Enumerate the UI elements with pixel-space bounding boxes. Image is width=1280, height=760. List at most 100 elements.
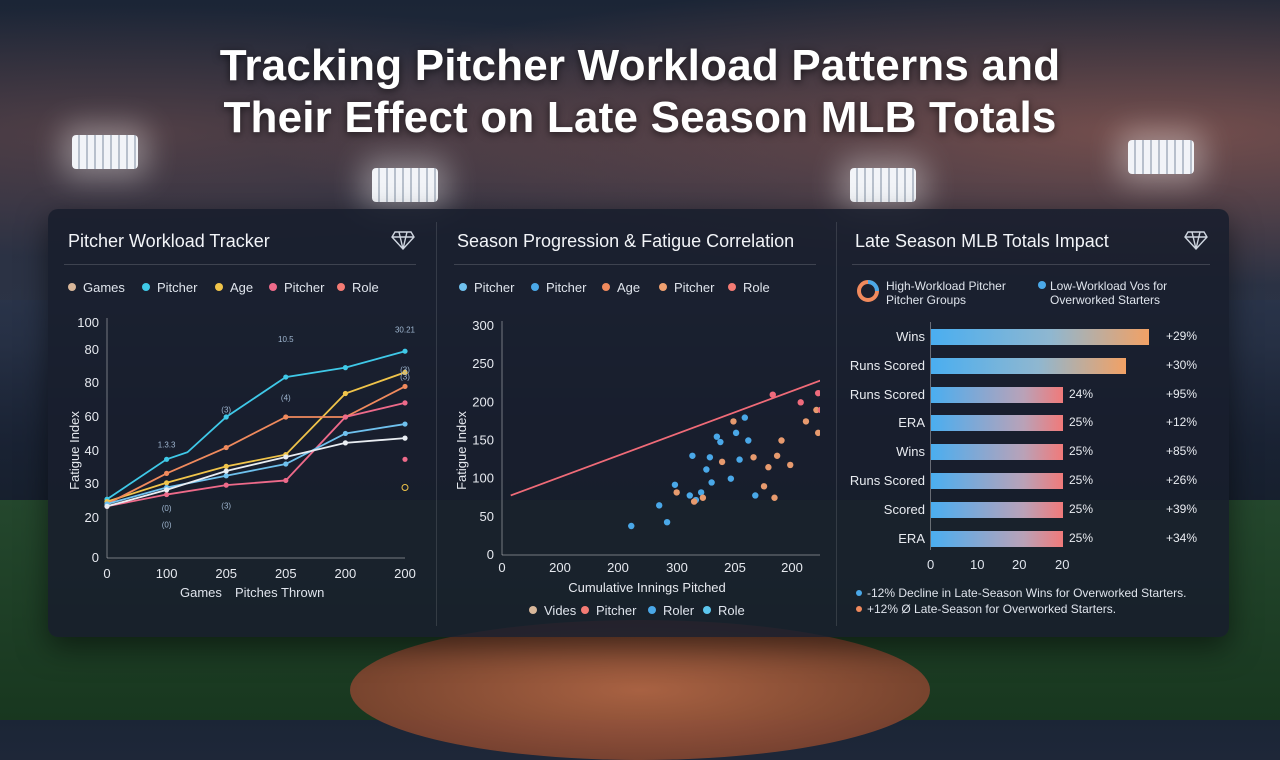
x-tick-label: 200 (335, 566, 357, 581)
legend-label: Age (230, 280, 254, 295)
y-tick-label: 50 (480, 509, 494, 524)
series-point (223, 473, 229, 479)
series-point (223, 444, 229, 451)
note-1: -12% Decline in Late-Season Wins for Ove… (856, 586, 1186, 600)
bar-delta-label: +34% (1165, 530, 1197, 545)
series-point (342, 365, 348, 371)
legend-item: Pitcher (581, 603, 636, 618)
y-tick-label: 300 (472, 318, 494, 333)
y-tick-label: 250 (472, 356, 494, 371)
bar (931, 444, 1063, 461)
scatter-point (689, 452, 696, 459)
bar-value-label: 24% (1069, 386, 1094, 401)
legend-label: Vides (544, 603, 577, 618)
scatter-point (802, 418, 810, 425)
y-tick-label: 100 (472, 471, 494, 486)
scatter-point (745, 437, 752, 444)
legend-dot (459, 283, 467, 291)
legend-label: Pitcher (474, 280, 515, 295)
y-tick-label: 60 (85, 409, 99, 424)
bar-category-label: Wins (896, 329, 925, 344)
bar-delta-label: +29% (1165, 329, 1197, 343)
scatter-point (741, 414, 749, 421)
legend-dot (68, 283, 76, 291)
legend-dot (581, 606, 589, 614)
legend-dot (529, 606, 537, 614)
legend-dot (337, 283, 345, 291)
series-point (223, 482, 229, 488)
bar (931, 357, 1126, 374)
scatter-point (717, 438, 724, 446)
legend-label: Role (743, 280, 770, 295)
x-tick-label: 205 (724, 560, 746, 575)
diamond-icon[interactable] (1184, 230, 1208, 250)
legend-label: Roler (663, 603, 695, 618)
scatter-point (663, 518, 671, 526)
infield-dirt (350, 620, 930, 760)
note-1-text: -12% Decline in Late-Season Wins for Ove… (867, 586, 1187, 600)
legend-label: Age (617, 280, 641, 295)
y-tick-label: 80 (85, 375, 99, 390)
point-annotation: (0) (162, 520, 172, 529)
bar-value-label: 25% (1069, 415, 1094, 430)
panel1-divider (64, 264, 416, 265)
point-annotation: (0) (162, 504, 172, 513)
legend-label: Pitcher (674, 280, 715, 295)
point-annotation: (3) (221, 405, 231, 414)
legend-dot (602, 283, 610, 291)
scatter-point (787, 461, 794, 469)
scatter-point (769, 391, 776, 398)
y-tick-label: 30 (85, 476, 99, 491)
bar-category-label: Runs Scored (849, 386, 925, 402)
note-2: +12% Ø Late-Season for Overworked Starte… (856, 602, 1116, 616)
bar-delta-label: +95% (1165, 386, 1197, 401)
bar (931, 501, 1063, 518)
scatter-point (730, 418, 737, 425)
x-tick-label: 205 (275, 566, 297, 581)
legend-low-workload-line1: Low-Workload Vos for (1050, 279, 1168, 293)
stadium-light (72, 135, 138, 169)
bar-category-label: Runs Scored (849, 357, 925, 373)
point-annotation: (3) (400, 365, 410, 374)
scatter-point (765, 464, 772, 471)
bar (931, 530, 1063, 547)
bar-delta-label: +26% (1165, 473, 1197, 487)
series-point (223, 468, 229, 474)
y-tick-label: 20 (85, 510, 99, 525)
scatter-point (752, 492, 759, 499)
bar (931, 473, 1063, 489)
x-tick-label: 0 (498, 560, 505, 575)
bar-category-label: ERA (898, 530, 925, 546)
page-title-line2: Their Effect on Late Season MLB Totals (223, 93, 1057, 142)
scatter-point (708, 479, 715, 486)
legend-dot (142, 283, 150, 291)
point-annotation: (3) (400, 372, 410, 381)
x-tick-label: 20 (1012, 557, 1027, 572)
panel2-divider (454, 264, 816, 265)
bar-axis (930, 322, 931, 550)
scatter-point (699, 494, 707, 501)
scatter-point (736, 456, 743, 463)
series-point (223, 414, 229, 420)
legend-dot (728, 283, 736, 291)
legend-item: Role (703, 603, 745, 618)
legend-low-workload: Low-Workload Vos for Overworked Starters (1050, 279, 1167, 307)
y-tick-label: 150 (472, 433, 494, 448)
series-point (223, 463, 229, 469)
y-tick-label: 80 (85, 342, 99, 357)
diamond-icon[interactable] (391, 230, 415, 250)
scatter-point (814, 389, 820, 397)
x-tick-label: 200 (607, 560, 629, 575)
legend-dot (1038, 281, 1046, 289)
series-line (106, 423, 406, 505)
series-point (283, 414, 289, 420)
bar-delta-label: +39% (1165, 501, 1197, 516)
x-tick-label: 20 (1055, 557, 1070, 572)
bar-category-label: Scored (883, 501, 925, 517)
x-tick-label: 0 (927, 557, 935, 572)
scatter-point (773, 452, 781, 459)
x-tick-label: 10 (970, 557, 985, 572)
series-point (104, 503, 110, 509)
bar-delta-label: +85% (1165, 444, 1197, 459)
